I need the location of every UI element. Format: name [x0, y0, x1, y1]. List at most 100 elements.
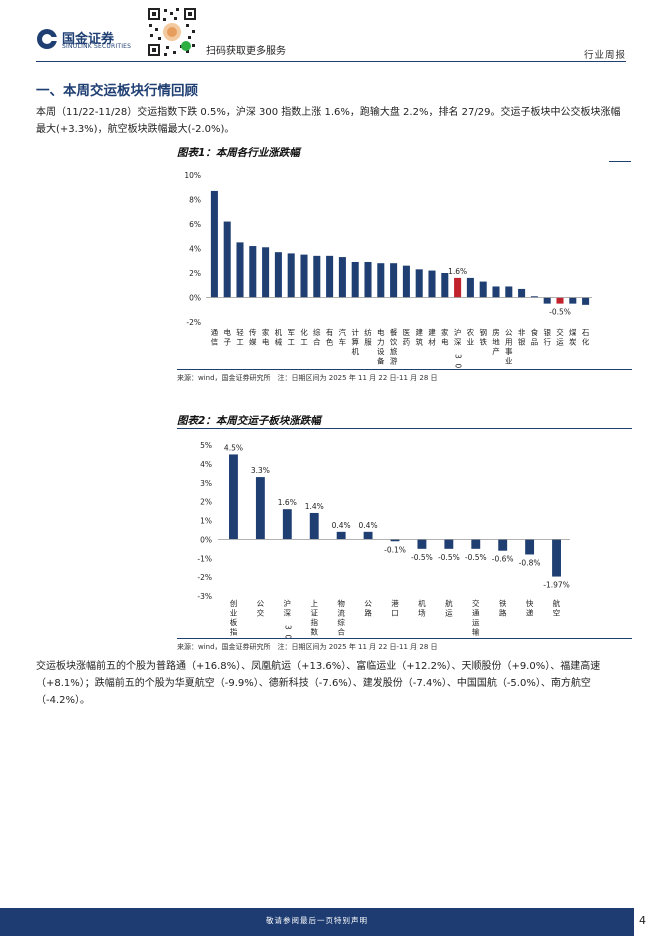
c1-category-label: 深	[454, 338, 462, 347]
c2-ytick-label: 5%	[200, 441, 212, 450]
c2-ytick-label: 4%	[200, 460, 212, 469]
c2-data-label: 0.4%	[359, 521, 378, 530]
c1-data-label: -0.5%	[549, 308, 571, 317]
c1-bar	[428, 270, 436, 298]
c1-category-label: 机	[275, 327, 283, 337]
report-type: 行业周报	[583, 50, 626, 61]
c1-category-label: 运	[556, 338, 564, 347]
c1-ytick-label: 2%	[189, 269, 201, 278]
c1-bar	[543, 297, 551, 304]
c2-category-label: 交	[472, 598, 480, 608]
c1-category-label: 算	[351, 337, 359, 347]
c1-category-label: 3	[454, 354, 463, 359]
c2-bar	[390, 539, 400, 542]
c1-category-label: 煤	[569, 327, 577, 337]
c2-category-label: 机	[418, 598, 426, 608]
c2-category-label: 路	[499, 608, 507, 618]
c1-category-label: 农	[467, 327, 475, 337]
c1-category-label: 事	[505, 346, 513, 356]
c1-category-label: 公	[505, 328, 513, 337]
c2-category-label: 港	[391, 598, 399, 608]
logo-chinese-name: 国金证券	[62, 32, 115, 47]
c1-bar	[505, 286, 513, 298]
c2-bar	[525, 539, 535, 555]
c2-bar	[282, 509, 292, 540]
c1-category-label: 传	[249, 327, 257, 337]
c2-category-label: 输	[472, 627, 480, 637]
c1-bar	[287, 253, 295, 298]
scan-qr-text: 扫码获取更多服务	[206, 46, 286, 57]
c1-category-label: 用	[505, 338, 513, 347]
c2-data-label: 4.5%	[224, 443, 243, 452]
c2-category-label: 通	[472, 608, 480, 618]
c2-data-label: 3.3%	[251, 466, 270, 475]
c1-bar	[569, 297, 577, 304]
c1-category-label: 械	[275, 337, 283, 347]
c2-data-label: -0.5%	[465, 553, 487, 562]
footer-bar	[0, 908, 634, 936]
c2-ytick-label: 2%	[200, 498, 212, 507]
c2-category-label: 递	[526, 608, 534, 618]
c1-bar	[479, 281, 487, 298]
c2-category-label: 板	[230, 617, 238, 627]
c1-category-label: 媒	[249, 338, 257, 347]
c1-data-label: 1.6%	[448, 267, 467, 276]
c1-category-label: 计	[351, 327, 359, 337]
c1-bar	[262, 247, 270, 298]
c2-category-label: 证	[310, 609, 318, 618]
c1-category-label: 备	[377, 356, 385, 366]
c1-category-label: 综	[313, 327, 321, 337]
c2-data-label: -0.1%	[384, 545, 406, 554]
c2-category-label: 创	[230, 598, 238, 608]
c1-category-label: 电	[377, 327, 385, 337]
c2-category-label: 上	[310, 599, 318, 608]
c2-category-label: 深	[284, 609, 292, 618]
c1-category-label: 子	[223, 338, 231, 347]
c1-category-label: 餐	[390, 328, 398, 337]
c1-category-label: 行	[543, 337, 551, 347]
c1-category-label: 汽	[339, 327, 347, 337]
c1-category-label: 业	[505, 356, 513, 366]
c1-category-label: 炭	[569, 338, 577, 347]
c1-category-label: 合	[313, 337, 321, 347]
intro-paragraph: 本周（11/22-11/28）交运指数下跌 0.5%，沪深 300 指数上涨 1…	[36, 107, 621, 135]
c1-ytick-label: 0%	[189, 294, 201, 303]
c2-data-label: 1.4%	[305, 502, 324, 511]
c1-category-label: 非	[518, 327, 526, 337]
c2-ytick-label: 3%	[200, 479, 212, 488]
c2-bar	[417, 539, 427, 549]
figure1-bottom-rule	[177, 369, 632, 370]
c2-bar	[498, 539, 508, 551]
figure1-title-rule	[609, 161, 631, 163]
c2-category-label: 运	[445, 609, 453, 618]
industry-returns-chart: 10%8%6%4%2%0%-2%通信电子轻工传媒家电机械军工化工综合有色汽车计算…	[184, 171, 592, 369]
c2-category-label: 公	[257, 599, 265, 608]
c1-category-label: 电	[262, 337, 270, 347]
c2-category-label: 口	[391, 609, 399, 618]
c2-category-label: 运	[472, 618, 480, 627]
c2-data-label: -0.6%	[492, 555, 514, 564]
c1-category-label: 业	[467, 337, 475, 347]
c1-bar	[274, 252, 282, 298]
c1-bar	[223, 221, 231, 298]
c1-category-label: 通	[211, 327, 219, 337]
c2-bar	[471, 539, 481, 549]
c1-category-label: 筑	[415, 337, 423, 347]
c1-category-label: 轻	[236, 327, 244, 337]
c2-ytick-label: 0%	[200, 535, 212, 544]
c1-category-label: 品	[531, 338, 539, 347]
c1-category-label: 家	[262, 327, 270, 337]
figure2-title: 图表2：本周交运子板块涨跌幅	[177, 415, 321, 427]
c2-category-label: 合	[337, 627, 345, 637]
figure2-bottom-rule	[177, 638, 632, 639]
c1-category-label: 设	[377, 346, 385, 356]
c1-category-label: 车	[339, 337, 347, 347]
c1-bar	[466, 277, 474, 298]
c1-category-label: 0	[454, 364, 463, 369]
c2-category-label: 流	[337, 608, 345, 618]
footer-disclaimer: 敬请参阅最后一页特别声明	[266, 916, 368, 925]
c2-category-label: 交	[257, 608, 265, 618]
c1-category-label: 医	[403, 328, 411, 337]
c1-category-label: 交	[556, 327, 564, 337]
c2-data-label: -0.8%	[519, 558, 541, 567]
